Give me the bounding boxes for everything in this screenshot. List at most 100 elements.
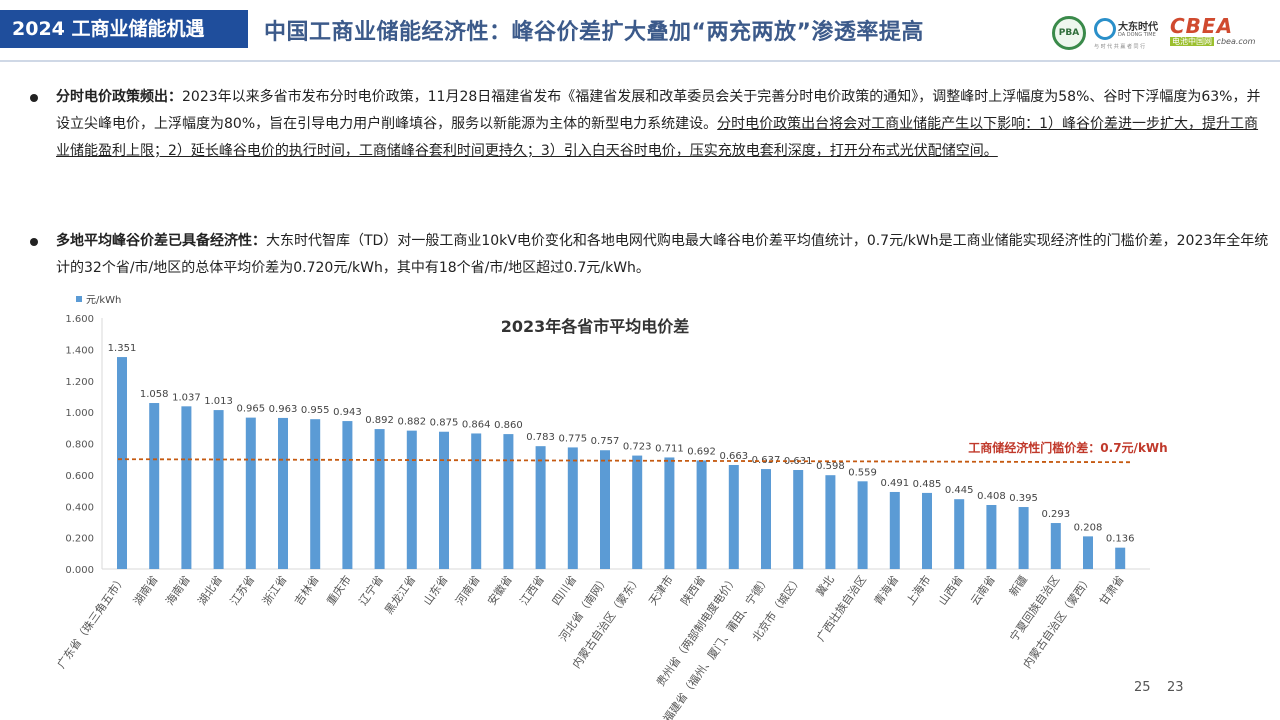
bar <box>117 357 127 569</box>
value-label: 0.775 <box>558 433 587 444</box>
cbea-logo-cn: 电池中国网 <box>1170 37 1214 46</box>
bar <box>310 419 321 569</box>
bullet-economics-text: 多地平均峰谷价差已具备经济性：大东时代智库（TD）对一般工商业10kV电价变化和… <box>56 228 1270 282</box>
value-label: 1.013 <box>204 396 233 407</box>
y-tick-label: 0.400 <box>65 502 94 513</box>
bar <box>1018 507 1029 569</box>
threshold-line <box>117 458 1131 464</box>
value-label: 0.491 <box>880 478 909 489</box>
y-tick-label: 0.000 <box>65 565 94 576</box>
cbea-logo-tag: 电池中国网 cbea.com <box>1170 36 1270 47</box>
bar <box>825 475 836 569</box>
dadong-logo-tag: 与 时 代 共 赢 者 同 行 <box>1094 44 1146 50</box>
x-tick-label: 上海市 <box>903 573 933 608</box>
value-label: 0.860 <box>494 420 523 431</box>
bar <box>793 470 804 569</box>
value-label: 0.637 <box>752 455 781 466</box>
bar <box>696 460 707 569</box>
value-label: 0.892 <box>365 415 394 426</box>
x-tick-label: 山东省 <box>421 573 451 607</box>
value-label: 0.882 <box>397 417 426 428</box>
x-tick-label: 四川省 <box>550 573 580 607</box>
y-tick-label: 1.000 <box>65 408 94 419</box>
bullet-policy-text: 分时电价政策频出：2023年以来多省市发布分时电价政策，11月28日福建省发布《… <box>56 84 1270 165</box>
x-tick-label: 浙江省 <box>260 573 290 607</box>
x-tick-label: 湖北省 <box>195 573 225 607</box>
x-tick-label: 山西省 <box>936 573 966 607</box>
y-tick-label: 0.600 <box>65 471 94 482</box>
value-label: 1.037 <box>172 392 201 403</box>
chart-svg: 元/kWh 2023年各省市平均电价差 0.000 0.200 0.400 0.600… <box>54 295 1168 720</box>
dadong-logo: 大东时代 DA DONG TIME 与 时 代 共 赢 者 同 行 <box>1094 16 1164 50</box>
bar <box>632 455 643 569</box>
bullet-economics-lead: 多地平均峰谷价差已具备经济性： <box>56 233 266 249</box>
x-tick-label: 吉林省 <box>291 573 321 608</box>
y-tick-label: 0.800 <box>65 440 94 451</box>
bar <box>374 429 385 569</box>
x-tick-label: 河南省 <box>453 573 483 607</box>
value-label: 0.663 <box>719 451 748 462</box>
cbea-logo-word: CBEA <box>1170 14 1234 38</box>
value-label: 0.293 <box>1041 509 1070 520</box>
value-label: 0.692 <box>687 446 716 457</box>
page-number-a: 25 <box>1134 680 1151 695</box>
bar <box>986 504 997 569</box>
bar <box>922 492 932 569</box>
pba-logo: PBA <box>1052 16 1086 50</box>
bar <box>1050 523 1061 569</box>
value-label: 0.783 <box>526 432 555 443</box>
y-tick-label: 0.200 <box>65 534 94 545</box>
y-tick-label: 1.200 <box>65 377 94 388</box>
bar <box>889 491 900 569</box>
value-label: 0.598 <box>816 461 845 472</box>
bullet-dot <box>30 94 38 102</box>
value-label: 0.864 <box>462 419 491 430</box>
bar <box>149 403 160 569</box>
x-tick-label: 江苏省 <box>228 573 258 607</box>
page-title: 中国工商业储能经济性：峰谷价差扩大叠加“两充两放”渗透率提高 <box>264 20 924 45</box>
bar <box>761 469 771 569</box>
bar <box>213 410 224 569</box>
bar <box>342 421 353 569</box>
x-tick-label: 海南省 <box>162 573 192 608</box>
x-tick-label: 云南省 <box>968 573 998 607</box>
value-label: 0.208 <box>1074 522 1103 533</box>
bar <box>278 417 288 569</box>
chart-legend: 元/kWh <box>76 295 121 306</box>
dadong-mark-icon <box>1094 18 1116 40</box>
bullet-economics-body: 大东时代智库（TD）对一般工商业10kV电价变化和各地电网代购电最大峰谷电价差平… <box>56 233 1269 276</box>
bar <box>954 499 965 569</box>
x-tick-label: 冀北 <box>813 573 837 599</box>
header: 2024 工商业储能机遇 中国工商业储能经济性：峰谷价差扩大叠加“两充两放”渗透… <box>0 0 1280 66</box>
price-spread-chart: 元/kWh 2023年各省市平均电价差 0.000 0.200 0.400 0.600… <box>0 290 1280 720</box>
value-label: 0.711 <box>655 443 684 454</box>
y-tick-label: 1.400 <box>65 345 94 356</box>
cbea-logo: CBEA 电池中国网 cbea.com <box>1170 14 1270 54</box>
bullet-policy-body: 2023年以来多省市发布分时电价政策，11月28日福建省发布《福建省发展和改革委… <box>56 89 1261 132</box>
x-tick-label: 陕西省 <box>678 573 708 608</box>
bar <box>535 446 546 569</box>
bar <box>857 481 868 569</box>
bar <box>181 406 192 569</box>
x-tick-label: 青海省 <box>871 573 901 608</box>
value-label: 0.757 <box>591 436 620 447</box>
y-axis-ticks: 0.000 0.200 0.400 0.600 0.800 1.000 1.200 1.400… <box>65 314 94 576</box>
x-tick-label: 天津市 <box>645 573 675 608</box>
legend-label: 元/kWh <box>86 295 121 306</box>
bar <box>567 447 578 569</box>
value-label: 0.875 <box>430 418 459 429</box>
value-label: 0.445 <box>945 485 974 496</box>
x-tick-label: 新疆 <box>1006 573 1030 599</box>
bullet-policy-emphasis: 分时电价政策出台将会对工商业储能产生以下影响：1）峰谷价差进一步扩大，提升工商业… <box>56 116 1259 159</box>
cbea-logo-url: cbea.com <box>1216 37 1256 46</box>
threshold-label: 工商储经济性门槛价差：0.7元/kWh <box>968 440 1167 455</box>
value-label: 0.559 <box>848 467 877 478</box>
bar <box>406 430 417 569</box>
bar <box>1083 536 1093 569</box>
x-tick-label: 重庆市 <box>323 573 353 608</box>
header-divider <box>0 60 1280 62</box>
section-label: 2024 工商业储能机遇 <box>0 10 248 48</box>
bar <box>245 417 256 569</box>
value-label: 0.943 <box>333 407 362 418</box>
